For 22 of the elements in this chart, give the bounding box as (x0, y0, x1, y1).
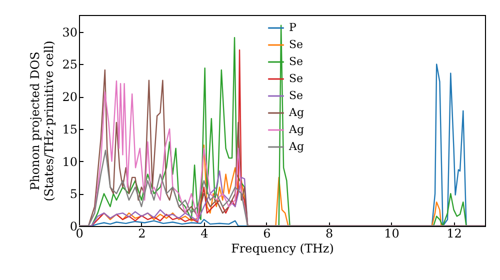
y-tick-label: 25 (62, 58, 78, 72)
legend-label: Ag (288, 140, 304, 153)
legend-label: P (289, 21, 297, 34)
y-tick-label: 10 (62, 154, 78, 169)
x-tick-label: 2 (138, 226, 146, 240)
y-tick-label: 20 (62, 90, 78, 104)
x-tick-label: 4 (200, 226, 209, 240)
x-axis-title: Frequency (THz) (231, 242, 334, 256)
y-tick-label: 15 (62, 122, 78, 136)
legend-label: Ag (288, 123, 304, 136)
y-tick-label: 5 (70, 187, 78, 202)
legend-label: Se (289, 89, 304, 102)
legend-label: Se (289, 55, 304, 68)
y-axis-title: Phonon projected DOS (States/THz·primitive cell) (28, 40, 56, 202)
legend-label: Se (289, 72, 304, 85)
x-tick-label: 12 (446, 226, 462, 240)
y-tick-label: 30 (62, 25, 78, 40)
x-tick-label: 10 (384, 226, 400, 240)
x-tick-label: 8 (326, 226, 334, 240)
legend-label: Ag (288, 106, 304, 119)
x-tick-label: 6 (263, 226, 271, 240)
legend-label: Se (289, 38, 304, 51)
